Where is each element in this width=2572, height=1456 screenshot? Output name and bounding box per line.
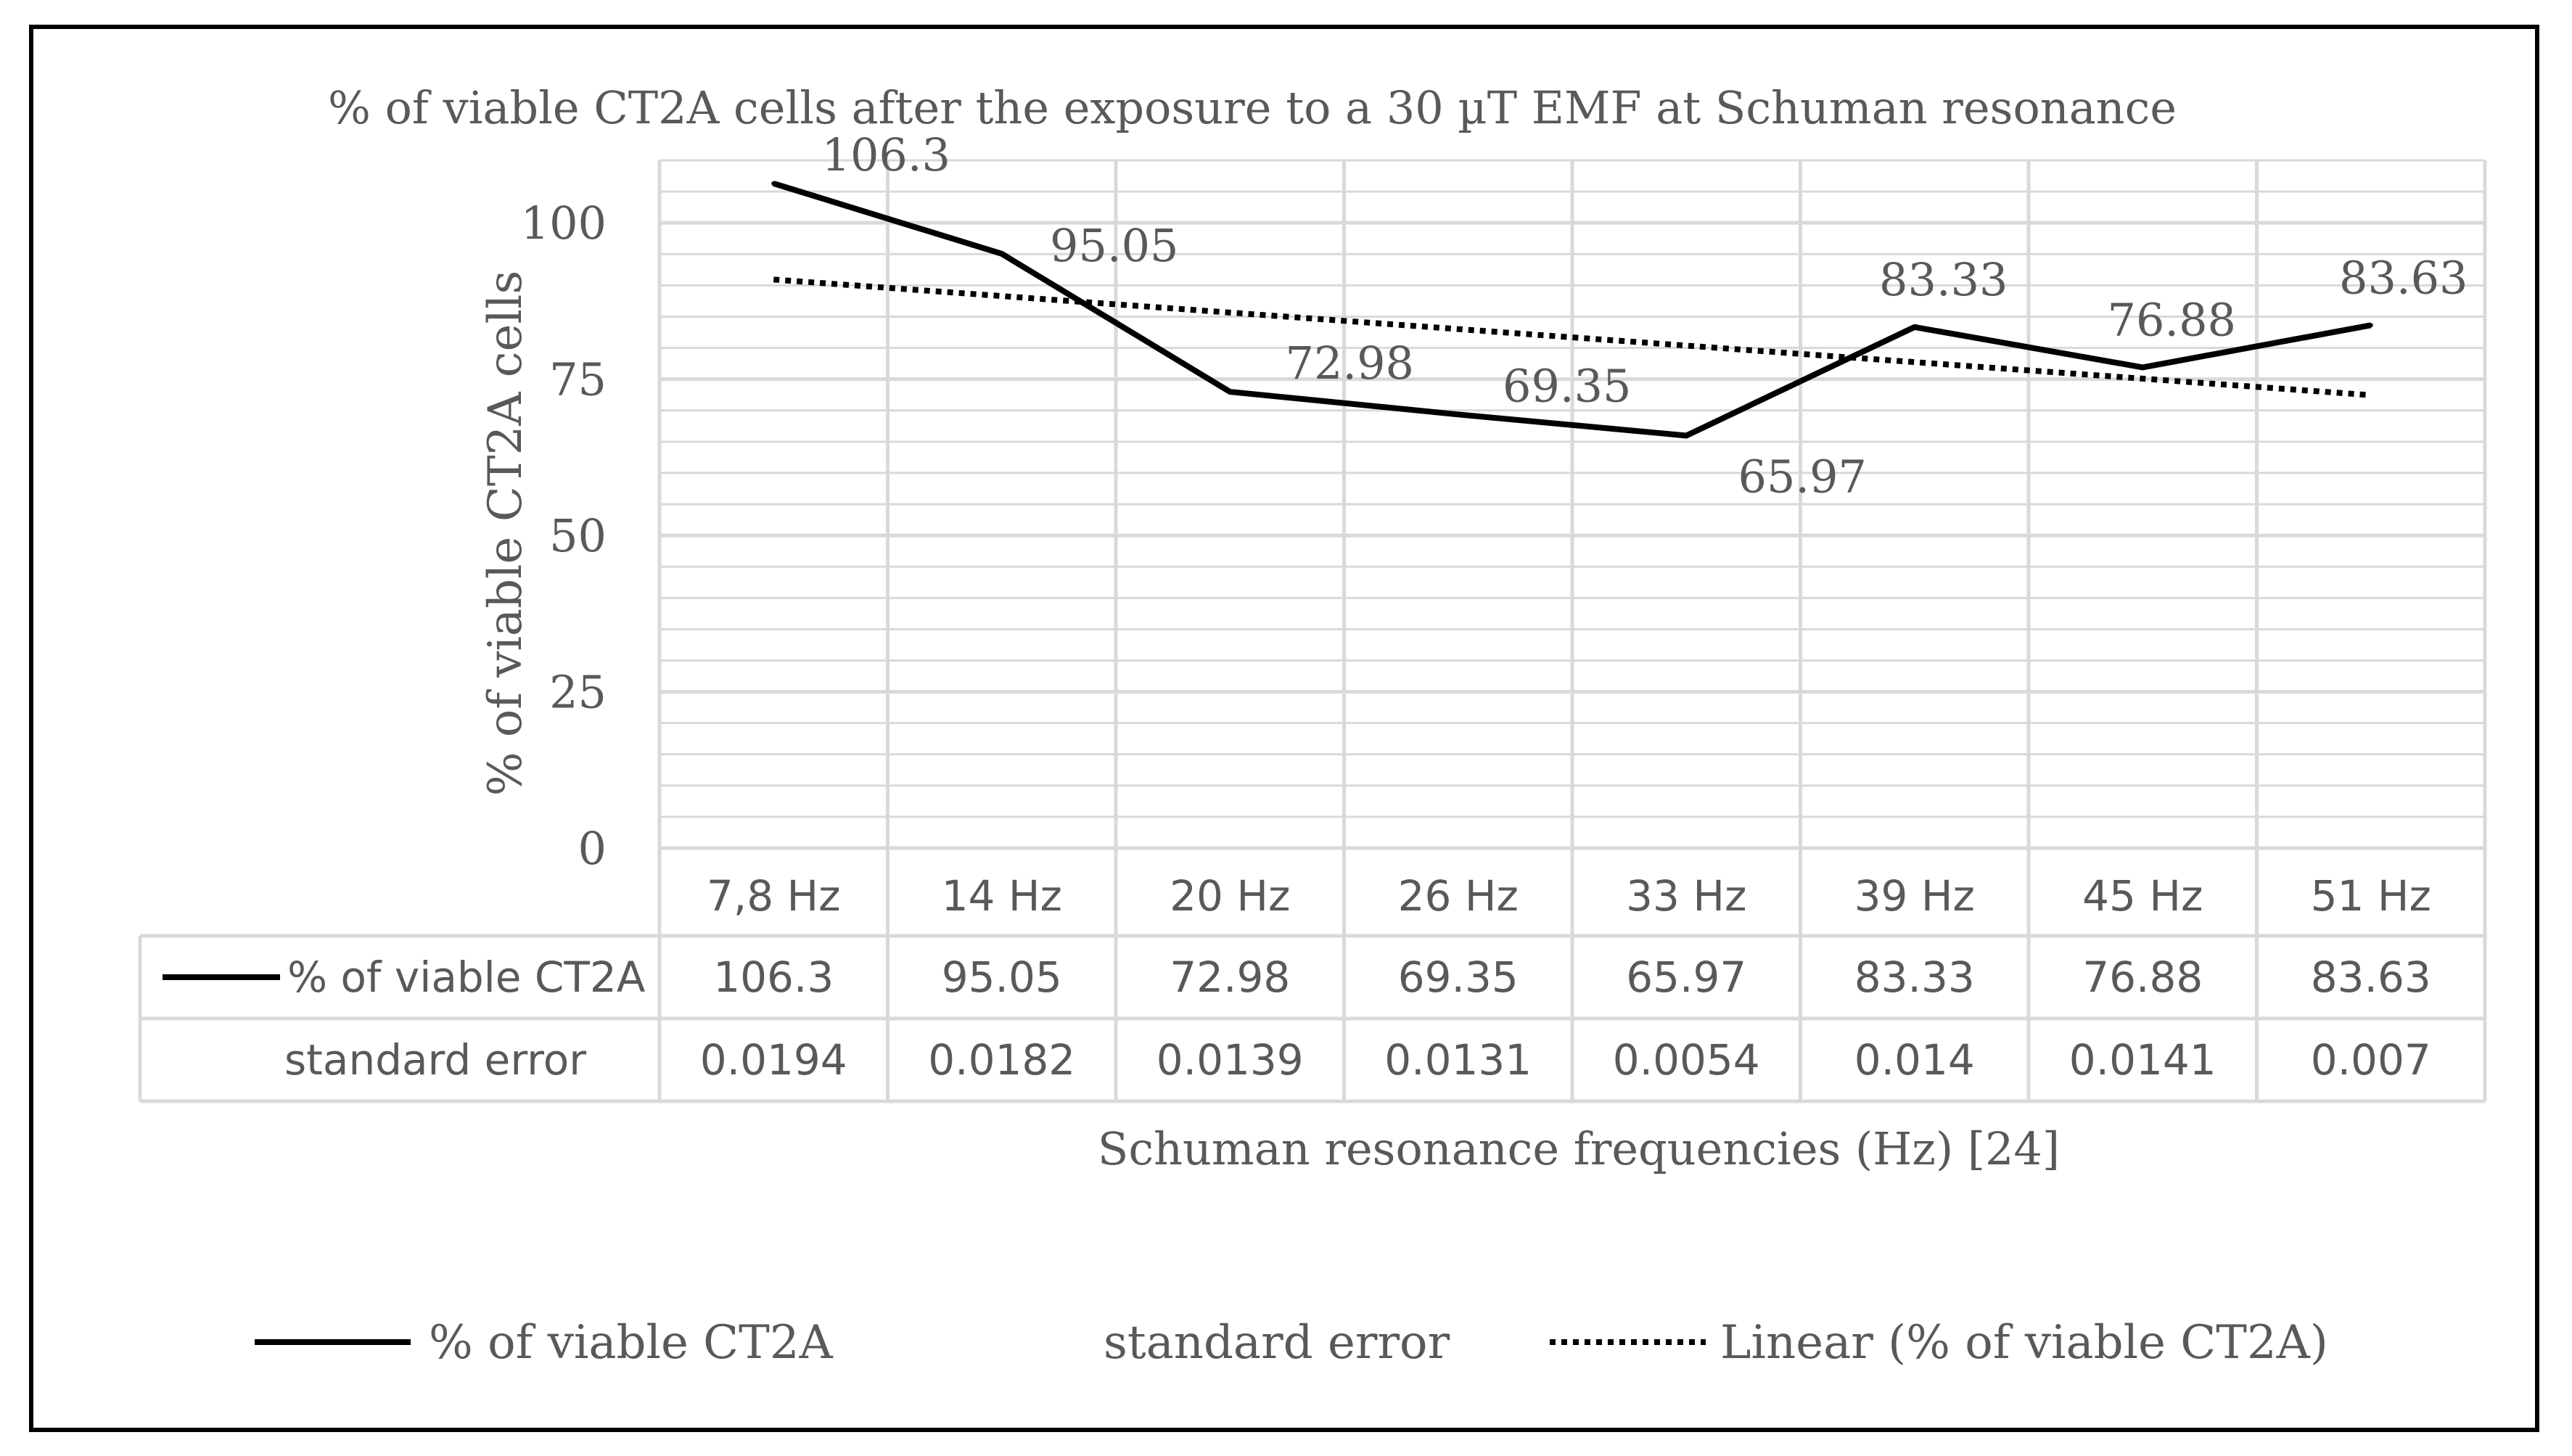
- data-label: 95.05: [1050, 219, 1179, 272]
- y-tick-label: 75: [549, 353, 607, 406]
- table-cell: 0.0139: [1156, 1035, 1304, 1085]
- table-cell: 83.63: [2311, 953, 2431, 1002]
- y-tick-label: 100: [521, 197, 607, 250]
- table-cell: 0.0194: [700, 1035, 847, 1085]
- x-axis-title: Schuman resonance frequencies (Hz) [24]: [1098, 1122, 2060, 1175]
- x-category-label: 51 Hz: [2311, 871, 2431, 921]
- table-cell: 65.97: [1626, 953, 1746, 1002]
- data-label: 76.88: [2108, 293, 2237, 346]
- data-point: [1912, 324, 1917, 329]
- data-label: 83.63: [2339, 251, 2468, 304]
- table-cell: 0.0182: [928, 1035, 1075, 1085]
- table-row-label: standard error: [284, 1035, 586, 1085]
- table-cell: 106.3: [713, 953, 834, 1002]
- table-cell: 83.33: [1854, 953, 1975, 1002]
- data-point: [1228, 390, 1233, 395]
- data-label: 106.3: [822, 128, 951, 181]
- data-point: [999, 251, 1004, 256]
- chart-title: % of viable CT2A cells after the exposur…: [328, 81, 2177, 134]
- x-category-label: 20 Hz: [1170, 871, 1290, 921]
- table-cell: 0.0054: [1613, 1035, 1760, 1085]
- data-label: 65.97: [1738, 450, 1868, 503]
- table-cell: 76.88: [2082, 953, 2203, 1002]
- legend-label: % of viable CT2A: [429, 1316, 834, 1370]
- table-cell: 72.98: [1170, 953, 1290, 1002]
- data-label: 72.98: [1286, 337, 1415, 390]
- x-category-label: 33 Hz: [1626, 871, 1746, 921]
- table-cell: 0.0141: [2069, 1035, 2216, 1085]
- y-axis: 0 25 50 75 100: [521, 197, 607, 875]
- y-tick-label: 0: [578, 822, 607, 875]
- data-point: [2368, 323, 2373, 328]
- data-point: [1455, 412, 1460, 417]
- table-cell: 69.35: [1398, 953, 1519, 1002]
- x-category-label: 45 Hz: [2082, 871, 2203, 921]
- chart-frame: % of viable CT2A cells after the exposur…: [29, 25, 2539, 1432]
- series-line: [773, 181, 2372, 439]
- data-point: [771, 181, 776, 186]
- table-cell: 0.014: [1854, 1035, 1975, 1085]
- x-category-label: 26 Hz: [1398, 871, 1519, 921]
- table-cell: 0.0131: [1384, 1035, 1532, 1085]
- data-labels: 106.3 95.05 72.98 69.35 65.97 83.33 76.88 83.63: [822, 128, 2468, 503]
- data-label: 69.35: [1503, 359, 1632, 412]
- y-tick-label: 50: [549, 509, 607, 562]
- table-cell: 0.007: [2311, 1035, 2431, 1085]
- legend-label: standard error: [1104, 1316, 1450, 1370]
- x-category-label: 7,8 Hz: [707, 871, 841, 921]
- x-category-label: 14 Hz: [942, 871, 1062, 921]
- line-chart: % of viable CT2A cells after the exposur…: [138, 81, 2487, 1370]
- legend: % of viable CT2A standard error Linear (% …: [255, 1316, 2328, 1370]
- data-label: 83.33: [1879, 253, 2008, 306]
- gridlines: [657, 159, 2487, 1101]
- y-axis-title: % of viable CT2A cells: [479, 271, 533, 797]
- data-table: 7,8 Hz 14 Hz 20 Hz 26 Hz 33 Hz 39 Hz 45 Hz 51 H…: [138, 871, 2485, 1103]
- series-viable-ct2a: [771, 181, 2373, 439]
- y-tick-label: 25: [549, 666, 607, 719]
- table-row-label: % of viable CT2A: [287, 953, 646, 1002]
- data-point: [1684, 433, 1689, 438]
- data-point: [2140, 365, 2145, 370]
- legend-label: Linear (% of viable CT2A): [1720, 1316, 2328, 1370]
- table-cell: 95.05: [942, 953, 1062, 1002]
- x-category-label: 39 Hz: [1854, 871, 1975, 921]
